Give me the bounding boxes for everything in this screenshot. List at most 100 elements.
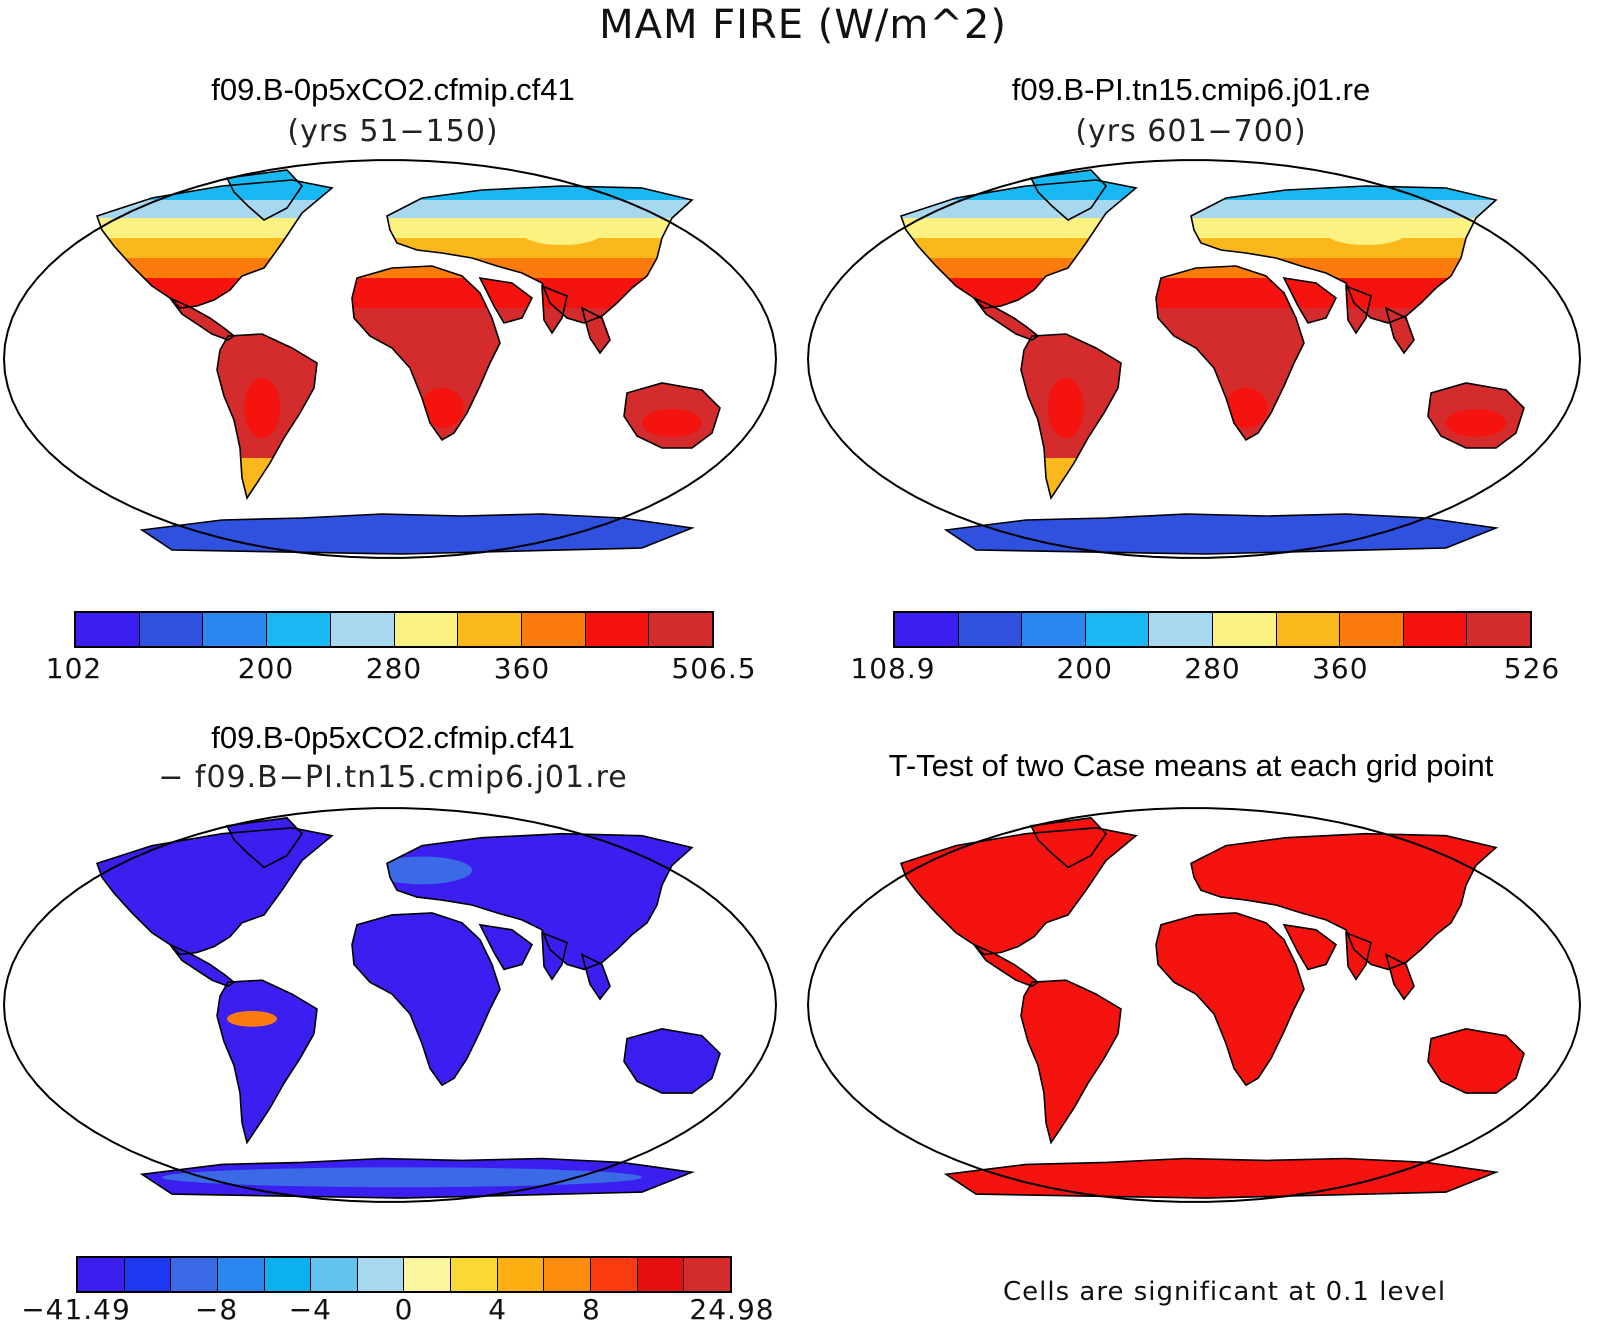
colorbar-swatch (1276, 613, 1341, 646)
colorbar-swatch (1022, 613, 1086, 646)
coastline (386, 832, 694, 971)
colorbar-tick-label: 8 (582, 1293, 601, 1326)
coastline (1384, 306, 1415, 355)
colorbar-swatch (217, 1258, 265, 1291)
coastline (973, 297, 1040, 341)
colorbar-swatch (330, 613, 395, 646)
panel-ttest-title: T-Test of two Case means at each grid po… (888, 748, 1494, 783)
colorbar-case2-ticks: 108.9 200 280 360 526 (850, 652, 1559, 688)
colorbar-swatch (1403, 613, 1468, 646)
coastline (169, 297, 236, 341)
coastline (580, 306, 611, 355)
coastline (1190, 832, 1498, 971)
map-ttest (806, 807, 1582, 1203)
colorbar-swatch (171, 1258, 218, 1291)
coastline (623, 382, 721, 449)
panel-case1-title: f09.B-0p5xCO2.cfmip.cf41 (211, 72, 575, 107)
panel-ttest-footnote: Cells are significant at 0.1 level (1003, 1277, 1447, 1307)
coastline (1384, 952, 1415, 1001)
colorbar-case2 (893, 611, 1532, 648)
map-case1 (2, 159, 778, 559)
colorbar-swatch (1212, 613, 1277, 646)
panel-difference-subtitle: − f09.B−PI.tn15.cmip6.j01.re (158, 760, 628, 795)
colorbar-swatch (585, 613, 650, 646)
coastline (1029, 169, 1108, 221)
coastline (899, 179, 1138, 309)
coastline (943, 513, 1500, 555)
figure-title: MAM FIRE (W/m^2) (599, 2, 1007, 48)
colorbar-swatch (1340, 613, 1404, 646)
colorbar-tick-label: 102 (45, 652, 103, 685)
colorbar-swatch (497, 1258, 545, 1291)
coastline (1020, 333, 1122, 500)
colorbar-swatch (895, 613, 959, 646)
colorbar-swatch (267, 613, 331, 646)
colorbar-swatch (649, 613, 713, 646)
map-boundary (2, 807, 778, 1203)
coastline (1155, 265, 1305, 442)
map-boundary (2, 159, 778, 559)
colorbar-swatch (357, 1258, 405, 1291)
coastline (1020, 979, 1122, 1145)
colorbar-swatch (684, 1258, 730, 1291)
panel-case2-title: f09.B-PI.tn15.cmip6.j01.re (1011, 72, 1371, 107)
colorbar-tick-label: 4 (488, 1293, 508, 1326)
coastline (478, 923, 534, 971)
colorbar-tick-label: 108.9 (850, 652, 936, 685)
colorbar-swatch (591, 1258, 638, 1291)
coastline (351, 912, 501, 1087)
colorbar-swatch (637, 1258, 685, 1291)
colorbar-tick-label: 0 (394, 1293, 414, 1326)
coastline (139, 513, 696, 555)
colorbar-swatch (458, 613, 522, 646)
coastline (225, 169, 304, 221)
colorbar-tick-label: 200 (237, 652, 295, 685)
colorbar-swatch (394, 613, 459, 646)
colorbar-swatch (1467, 613, 1530, 646)
colorbar-swatch (521, 613, 586, 646)
colorbar-swatch (544, 1258, 592, 1291)
colorbar-swatch (1085, 613, 1150, 646)
panel-case2-subtitle: (yrs 601−700) (1075, 114, 1307, 149)
colorbar-swatch (958, 613, 1023, 646)
coastline (973, 943, 1040, 988)
colorbar-tick-label: −4 (288, 1293, 332, 1326)
coastline (216, 333, 318, 500)
coastline (541, 931, 568, 981)
coastline (1282, 923, 1338, 971)
colorbar-swatch (451, 1258, 498, 1291)
coastline (169, 943, 236, 988)
colorbar-tick-label: 24.98 (689, 1293, 775, 1326)
colorbar-difference (76, 1256, 732, 1293)
coastline (351, 265, 501, 442)
coastline (899, 826, 1138, 956)
colorbar-tick-label: −41.49 (21, 1293, 131, 1326)
panel-difference-title: f09.B-0p5xCO2.cfmip.cf41 (211, 720, 575, 755)
colorbar-swatch (124, 1258, 172, 1291)
colorbar-swatch (264, 1258, 312, 1291)
colorbar-swatch (404, 1258, 452, 1291)
colorbar-tick-label: 526 (1503, 652, 1561, 685)
coastline (1029, 817, 1108, 869)
map-case2 (806, 159, 1582, 559)
map-boundary (806, 159, 1582, 559)
coastline (1427, 382, 1525, 449)
coastline (1427, 1027, 1525, 1094)
colorbar-swatch (203, 613, 268, 646)
colorbar-case1 (74, 611, 714, 648)
colorbar-case1-ticks: 102 200 280 360 506.5 (46, 652, 756, 688)
colorbar-tick-label: 200 (1056, 652, 1113, 685)
colorbar-tick-label: 360 (493, 652, 551, 685)
map-boundary (806, 807, 1582, 1203)
coastline (139, 1157, 696, 1199)
coastline (1345, 284, 1372, 335)
coastline (478, 276, 534, 324)
coastline (1190, 185, 1498, 324)
coastline (386, 185, 694, 324)
colorbar-tick-label: 360 (1312, 652, 1369, 685)
coastline (216, 979, 318, 1145)
coastline (95, 826, 334, 956)
coastline (225, 817, 304, 869)
coastline (623, 1027, 721, 1094)
colorbar-swatch (76, 613, 140, 646)
